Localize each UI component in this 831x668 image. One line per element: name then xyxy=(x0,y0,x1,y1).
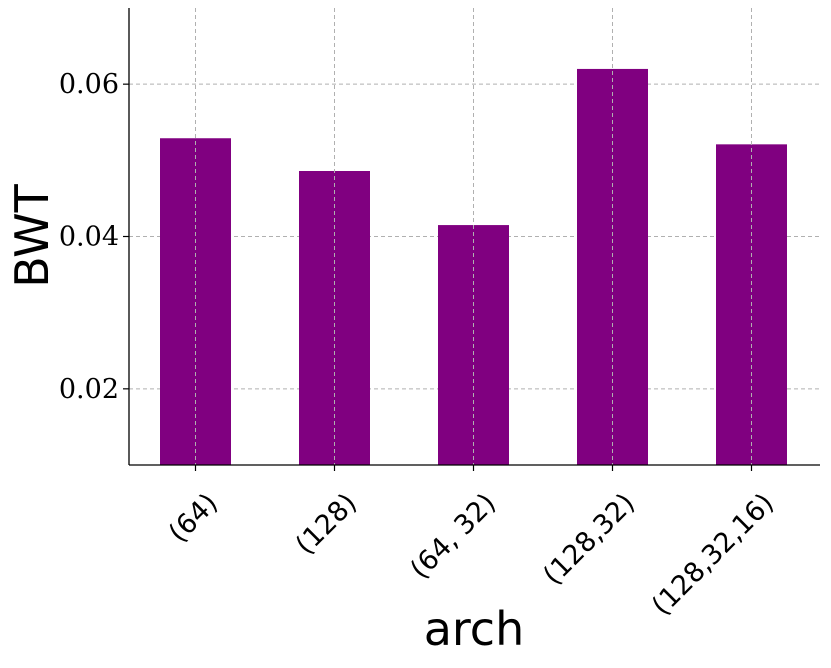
y-tick-label: 0.04 xyxy=(59,222,119,253)
x-tick-label: (128) xyxy=(290,488,363,561)
y-ticks: 0.02 0.04 0.06 xyxy=(59,69,129,405)
x-axis-label: arch xyxy=(424,602,525,656)
x-tick-label: (64) xyxy=(163,488,224,549)
y-tick-label: 0.02 xyxy=(59,374,119,405)
x-tick-label: (64, 32) xyxy=(404,488,502,586)
x-ticks: (64) (128) (64, 32) (128,32) (128,32,16) xyxy=(163,465,780,622)
y-tick-label: 0.06 xyxy=(59,69,119,100)
y-axis-label: BWT xyxy=(5,183,59,287)
x-tick-label: (128,32) xyxy=(537,488,641,592)
x-tick-label: (128,32,16) xyxy=(646,488,780,622)
